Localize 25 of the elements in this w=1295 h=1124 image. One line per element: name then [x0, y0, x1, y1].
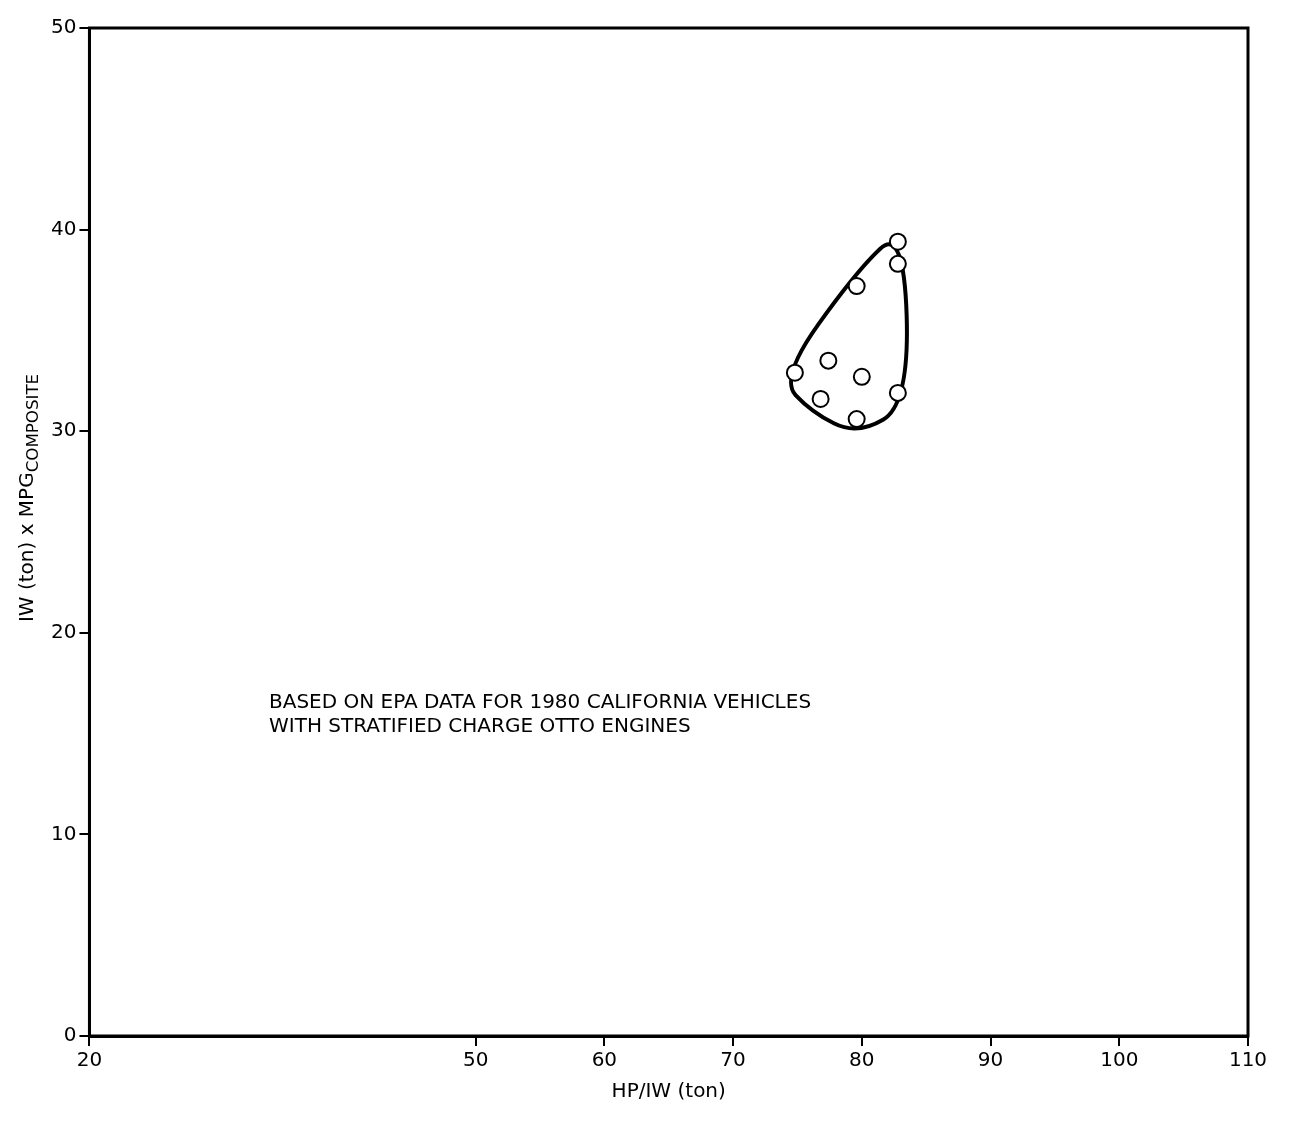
annotation: BASED ON EPA DATA FOR 1980 CALIFORNIA VEHICLES WITH STRATIFIED CHARGE OTTO ENGINES — [269, 689, 812, 738]
x-tick-label: 70 — [720, 1047, 746, 1072]
y-tick-label: 30 — [51, 417, 77, 442]
x-axis-title: HP/IW (ton) — [611, 1078, 726, 1103]
point — [819, 351, 838, 370]
x-tick-label: 90 — [977, 1047, 1004, 1072]
y-tick-label: 0 — [63, 1022, 77, 1047]
point — [847, 410, 866, 429]
x-tick-label: 110 — [1228, 1047, 1268, 1072]
point — [785, 363, 804, 382]
x-tick-label: 50 — [462, 1047, 489, 1072]
x-tick-label: 60 — [591, 1047, 618, 1072]
y-tick-label: 10 — [51, 820, 77, 845]
x-tick-label: 100 — [1100, 1047, 1139, 1072]
point — [888, 232, 907, 251]
y-tick-label: 50 — [51, 14, 77, 39]
point — [852, 367, 871, 386]
point — [888, 254, 907, 273]
point — [811, 389, 830, 408]
point — [847, 277, 866, 296]
y-tick-label: 40 — [51, 215, 77, 240]
x-tick-label: 80 — [849, 1047, 875, 1072]
y-tick-label: 20 — [51, 619, 77, 643]
x-tick-label: 20 — [76, 1047, 103, 1072]
point — [888, 383, 907, 402]
